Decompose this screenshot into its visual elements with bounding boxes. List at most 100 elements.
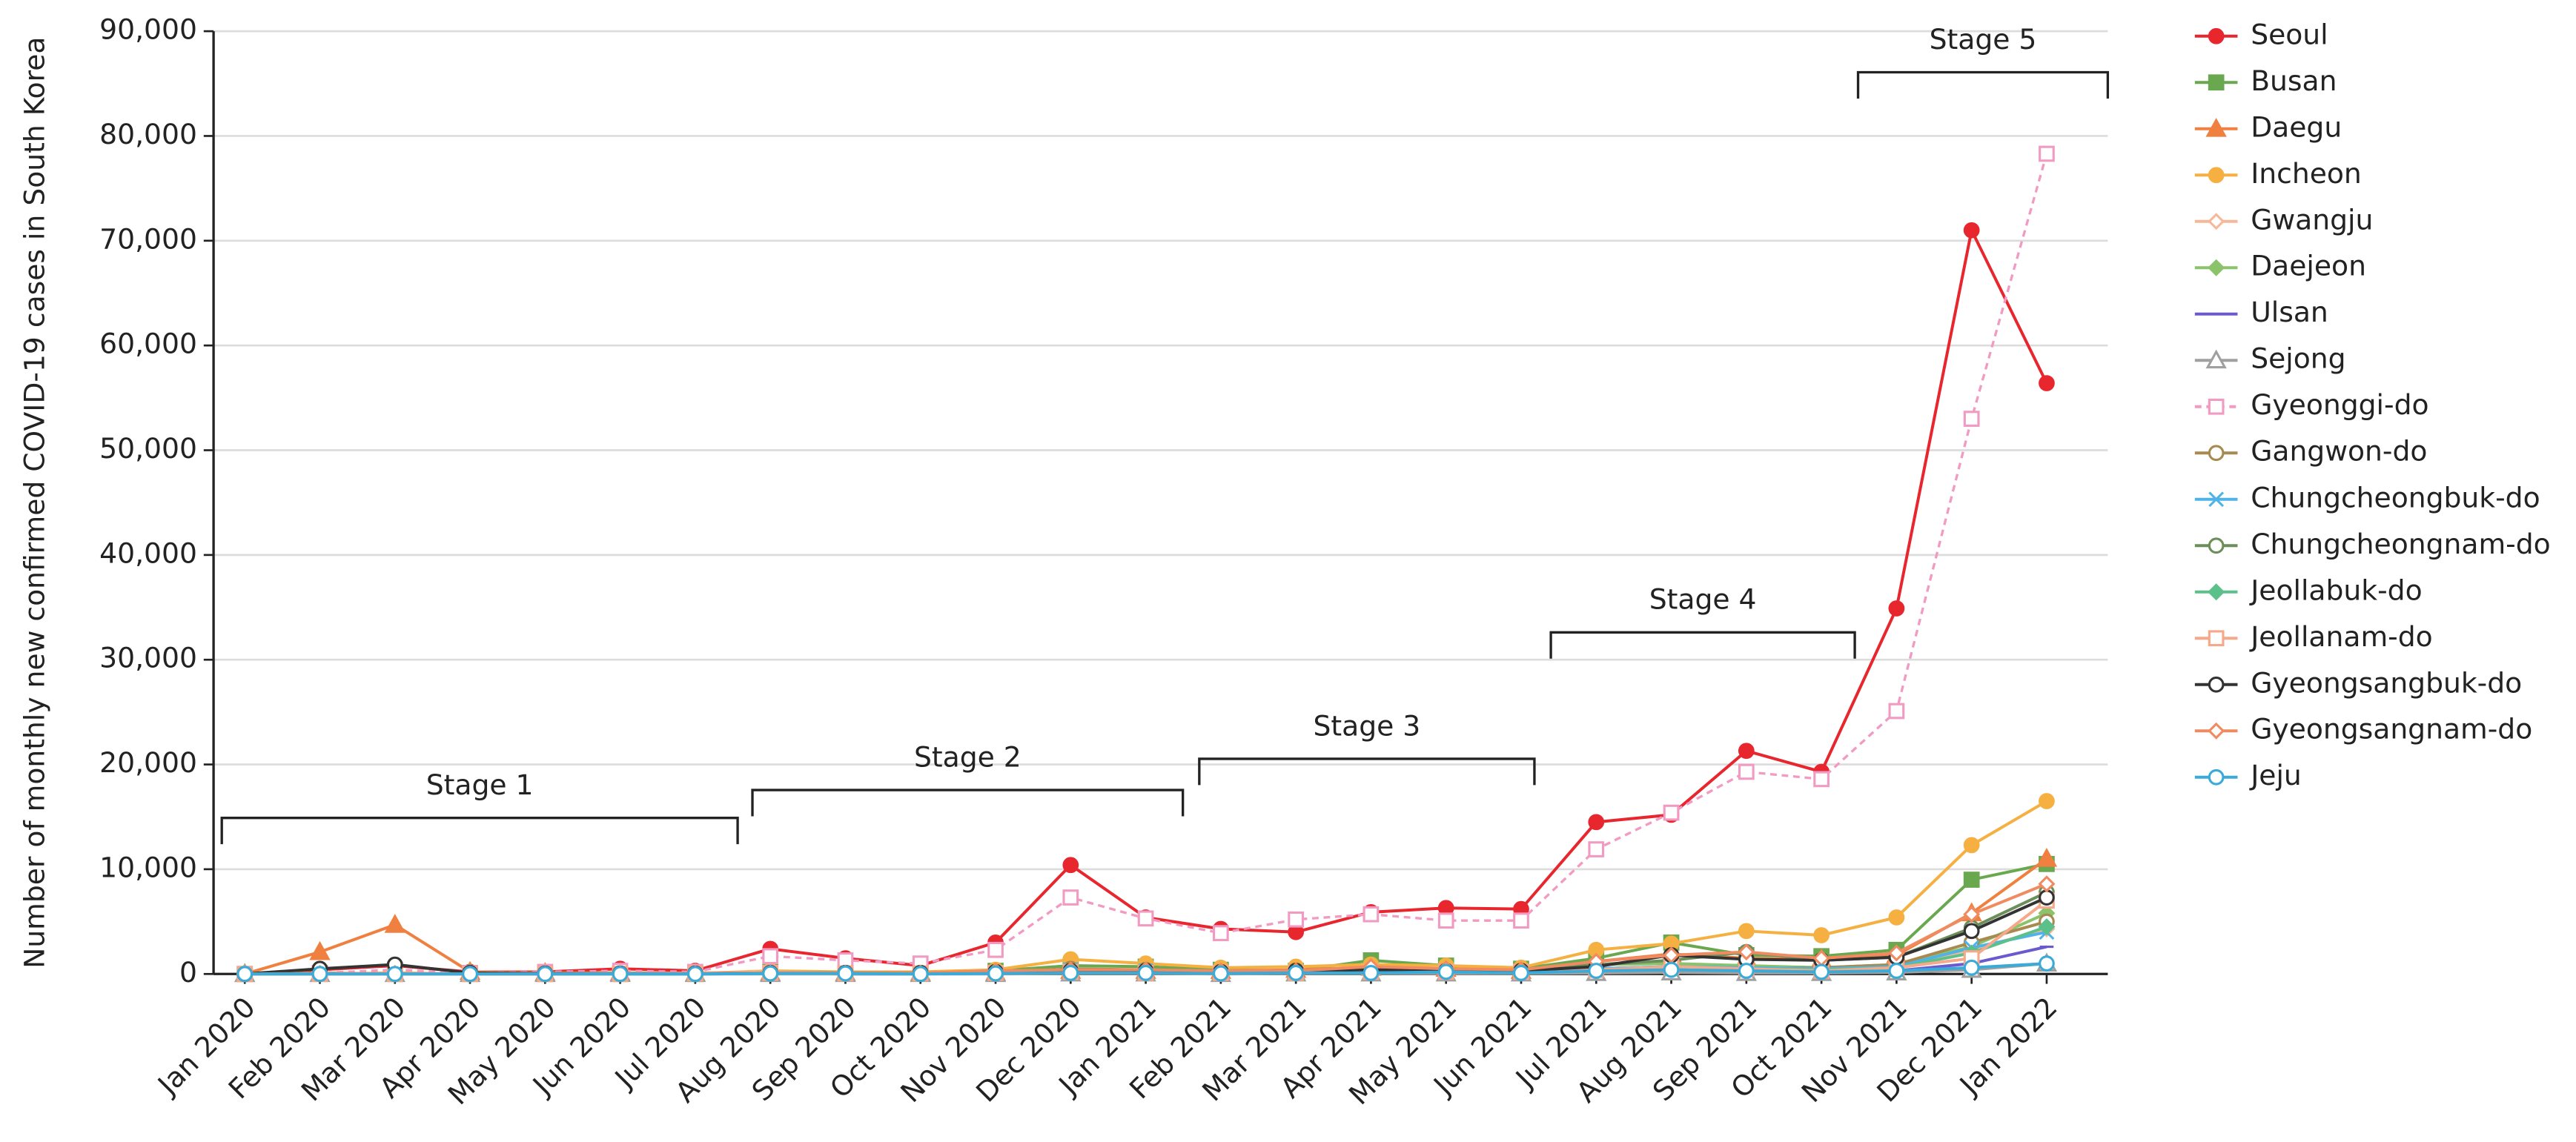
legend-label: Daejeon xyxy=(2251,250,2366,282)
marker xyxy=(2039,955,2055,972)
series xyxy=(236,793,2055,983)
legend-label: Gyeonggi-do xyxy=(2251,388,2428,421)
marker xyxy=(612,966,629,983)
marker xyxy=(1813,771,1830,788)
marker xyxy=(2038,918,2056,936)
marker xyxy=(2039,793,2055,809)
marker xyxy=(2039,889,2055,906)
stage-bracket xyxy=(220,817,739,845)
marker xyxy=(1137,964,1154,981)
marker xyxy=(1738,963,1755,979)
legend-marker xyxy=(2208,722,2225,740)
marker xyxy=(1963,872,1980,888)
marker xyxy=(1588,841,1605,857)
marker xyxy=(2039,145,2055,162)
marker xyxy=(1062,857,1079,874)
legend-marker xyxy=(2208,27,2225,44)
marker xyxy=(837,965,854,982)
marker xyxy=(1663,961,1680,978)
marker xyxy=(1513,964,1529,981)
marker xyxy=(1588,963,1605,979)
marker xyxy=(1738,943,1755,961)
legend-marker xyxy=(2208,445,2225,462)
marker xyxy=(2039,375,2055,391)
marker xyxy=(1588,814,1605,831)
series-line xyxy=(245,153,2048,975)
legend-label: Ulsan xyxy=(2251,296,2328,328)
marker xyxy=(1963,222,1980,239)
y-tick-label: 90,000 xyxy=(99,13,197,46)
marker xyxy=(1813,963,1830,980)
marker xyxy=(1437,963,1454,980)
marker xyxy=(1663,804,1680,821)
marker xyxy=(1963,411,1980,427)
marker xyxy=(1738,763,1755,780)
marker xyxy=(1888,963,1905,979)
stage-label: Stage 5 xyxy=(1930,23,2037,56)
stage-label: Stage 3 xyxy=(1314,709,1421,742)
marker xyxy=(1288,911,1304,928)
marker xyxy=(1363,964,1380,981)
marker xyxy=(386,966,403,983)
marker xyxy=(1963,959,1980,976)
y-tick-label: 50,000 xyxy=(99,432,197,465)
legend-label: Jeollabuk-do xyxy=(2249,574,2422,606)
legend-marker xyxy=(2208,583,2225,601)
marker xyxy=(762,948,779,965)
marker xyxy=(1437,912,1454,929)
marker xyxy=(1888,600,1905,617)
marker xyxy=(1062,889,1079,906)
marker xyxy=(912,966,929,983)
marker xyxy=(2036,848,2058,867)
y-tick-label: 60,000 xyxy=(99,328,197,360)
y-tick-label: 30,000 xyxy=(99,642,197,674)
legend-label: Gwangju xyxy=(2251,203,2373,236)
marker xyxy=(1963,906,1981,923)
legend-label: Jeju xyxy=(2249,759,2302,791)
legend-label: Chungcheongbuk-do xyxy=(2251,481,2540,514)
stage-label: Stage 2 xyxy=(914,740,1022,773)
series xyxy=(236,955,2055,983)
legend-marker xyxy=(2208,167,2225,184)
legend-label: Daegu xyxy=(2251,110,2342,143)
marker xyxy=(687,966,703,983)
legend-label: Seoul xyxy=(2251,18,2328,50)
y-tick-label: 80,000 xyxy=(99,118,197,150)
legend-label: Chungcheongnam-do xyxy=(2251,528,2550,560)
legend-marker xyxy=(2208,259,2225,276)
marker xyxy=(1212,965,1229,982)
legend-marker xyxy=(2205,118,2227,137)
stage-bracket xyxy=(1856,70,2110,99)
marker xyxy=(1062,964,1079,981)
marker xyxy=(1513,912,1529,929)
legend-label: Incheon xyxy=(2251,157,2362,190)
series xyxy=(236,145,2055,983)
series xyxy=(236,222,2055,982)
stage-label: Stage 4 xyxy=(1649,583,1757,616)
marker xyxy=(987,941,1004,958)
marker xyxy=(762,965,779,982)
legend-marker xyxy=(2208,213,2225,230)
y-tick-label: 20,000 xyxy=(99,746,197,779)
legend-label: Jeollanam-do xyxy=(2249,620,2432,653)
legend-label: Gangwon-do xyxy=(2251,435,2427,468)
marker xyxy=(1888,703,1905,720)
marker xyxy=(384,914,405,933)
marker xyxy=(309,940,331,960)
marker xyxy=(1212,925,1229,942)
legend-marker xyxy=(2205,349,2227,369)
series-line xyxy=(245,225,2048,976)
stage-bracket xyxy=(1198,757,1536,786)
y-tick-label: 40,000 xyxy=(99,537,197,569)
marker xyxy=(1137,910,1154,927)
legend-label: Sejong xyxy=(2251,342,2345,375)
marker xyxy=(2038,875,2056,893)
legend-label: Gyeongsangnam-do xyxy=(2251,713,2532,746)
legend-label: Busan xyxy=(2251,64,2337,97)
marker xyxy=(462,966,478,983)
marker xyxy=(311,966,328,983)
y-tick-label: 10,000 xyxy=(99,851,197,883)
marker xyxy=(236,966,254,983)
